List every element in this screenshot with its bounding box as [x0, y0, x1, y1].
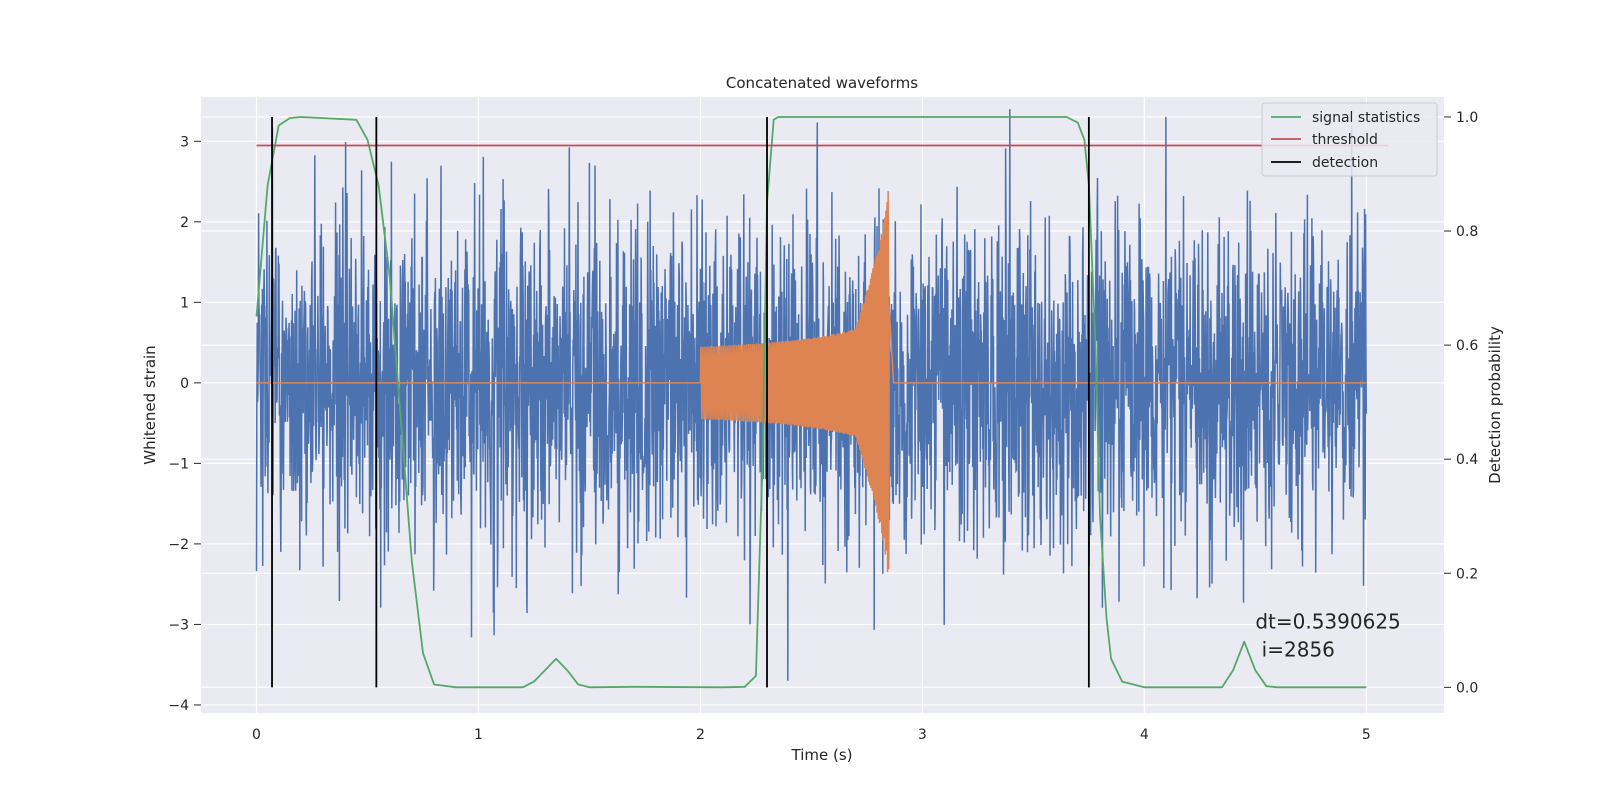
right-axis-ticks: 1.0 0.8 0.6 0.4 0.2 0.0: [1444, 110, 1478, 696]
annotation-dt: dt=0.5390625: [1255, 609, 1400, 633]
y2-tick-label: 0.6: [1456, 338, 1478, 354]
legend-label-signal-statistics: signal statistics: [1312, 110, 1420, 126]
left-axis-ticks: 3 2 1 0 −1 −2 −3 −4: [168, 134, 201, 714]
x-axis-ticks: 0 1 2 3 4 5: [252, 727, 1371, 743]
legend-box: [1261, 102, 1438, 177]
x-tick-label: 1: [474, 727, 483, 743]
annotation-i: i=2856: [1255, 638, 1335, 662]
y-axis-label: Whitened strain: [141, 345, 159, 464]
x-tick-label: 4: [1140, 727, 1149, 743]
y-tick-label: −1: [168, 456, 189, 472]
y2-tick-label: 1.0: [1456, 110, 1478, 126]
y-tick-label: 1: [180, 295, 189, 311]
y2-tick-label: 0.0: [1456, 680, 1478, 696]
legend: signal statistics threshold detection: [1261, 102, 1438, 177]
signal-statistics-line: [255, 116, 1367, 689]
y-tick-label: −3: [168, 617, 189, 633]
y2-tick-label: 0.4: [1456, 452, 1478, 468]
x-tick-label: 5: [1362, 727, 1371, 743]
plot-area: [255, 109, 1389, 689]
legend-label-threshold: threshold: [1312, 132, 1378, 148]
x-tick-label: 0: [252, 727, 261, 743]
x-tick-label: 2: [696, 727, 705, 743]
y-tick-label: 2: [180, 215, 189, 231]
chart-title: Concatenated waveforms: [726, 74, 918, 92]
y-tick-label: −2: [168, 537, 189, 553]
legend-label-detection: detection: [1312, 155, 1378, 171]
y2-tick-label: 0.8: [1456, 224, 1478, 240]
y-tick-label: 3: [180, 134, 189, 150]
injected-waveform-line: [256, 190, 1367, 573]
y2-axis-label: Detection probability: [1486, 326, 1504, 484]
y-tick-label: 0: [180, 376, 189, 392]
y-tick-label: −4: [168, 698, 189, 714]
y2-tick-label: 0.2: [1456, 566, 1478, 582]
x-axis-label: Time (s): [791, 746, 853, 764]
x-tick-label: 3: [918, 727, 927, 743]
